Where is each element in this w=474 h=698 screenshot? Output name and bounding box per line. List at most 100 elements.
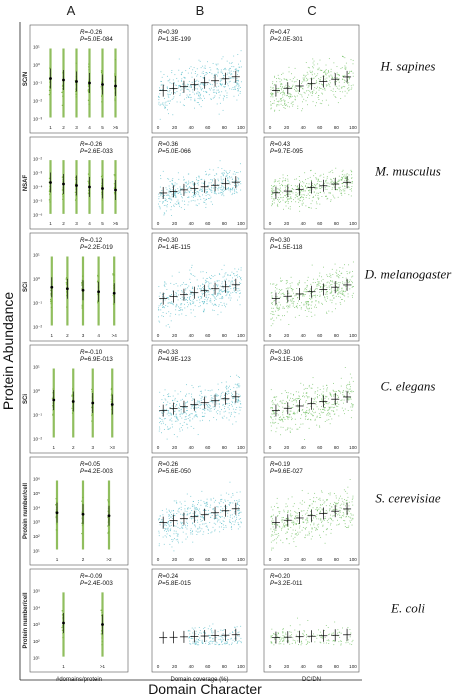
data-point bbox=[287, 85, 289, 87]
data-point bbox=[110, 387, 113, 390]
data-point bbox=[290, 184, 292, 186]
data-point bbox=[174, 390, 176, 392]
data-point bbox=[283, 511, 285, 513]
data-point bbox=[164, 106, 166, 108]
data-point bbox=[281, 520, 283, 522]
data-point bbox=[190, 187, 192, 188]
data-point bbox=[272, 87, 274, 89]
data-point bbox=[222, 404, 224, 406]
data-point bbox=[333, 515, 335, 517]
data-point bbox=[202, 419, 204, 421]
data-point bbox=[238, 393, 240, 395]
data-point bbox=[229, 295, 231, 297]
data-point bbox=[195, 177, 197, 179]
data-point bbox=[208, 94, 210, 96]
data-point bbox=[187, 85, 188, 87]
data-point bbox=[308, 197, 310, 199]
data-point bbox=[281, 86, 283, 88]
data-point bbox=[291, 88, 293, 89]
data-point bbox=[284, 107, 286, 109]
data-point bbox=[351, 174, 352, 176]
data-point bbox=[216, 75, 218, 77]
data-point bbox=[199, 85, 201, 87]
data-point bbox=[195, 189, 197, 190]
data-point bbox=[286, 87, 287, 89]
data-point bbox=[339, 511, 341, 513]
data-point bbox=[304, 294, 306, 295]
data-point bbox=[284, 104, 286, 106]
data-point bbox=[212, 169, 214, 171]
data-point bbox=[55, 517, 57, 519]
data-point bbox=[314, 501, 316, 503]
data-point bbox=[297, 410, 299, 412]
data-point bbox=[346, 499, 348, 501]
data-point bbox=[270, 92, 272, 94]
data-point bbox=[277, 422, 279, 424]
data-point bbox=[209, 410, 211, 412]
data-point bbox=[199, 285, 201, 287]
data-point bbox=[291, 521, 293, 523]
data-point bbox=[172, 509, 174, 511]
data-point bbox=[285, 283, 287, 285]
data-point bbox=[352, 63, 354, 65]
data-point bbox=[323, 173, 324, 175]
data-point bbox=[302, 194, 304, 196]
data-point bbox=[340, 400, 342, 401]
data-point bbox=[213, 91, 215, 93]
data-point bbox=[187, 536, 188, 538]
data-point bbox=[316, 396, 318, 398]
data-point bbox=[341, 287, 343, 289]
data-point bbox=[174, 84, 176, 86]
data-point bbox=[167, 100, 169, 102]
data-point bbox=[323, 411, 325, 413]
data-point bbox=[346, 180, 348, 182]
data-point bbox=[188, 192, 190, 193]
data-point bbox=[237, 376, 239, 378]
data-point bbox=[233, 516, 235, 518]
data-point bbox=[206, 498, 208, 500]
data-point bbox=[163, 429, 165, 430]
data-point bbox=[271, 401, 273, 403]
data-point bbox=[168, 412, 170, 414]
data-point bbox=[350, 517, 352, 519]
data-point bbox=[225, 295, 227, 297]
data-point bbox=[177, 299, 179, 301]
x-tick-label: 100 bbox=[237, 221, 245, 226]
data-point bbox=[324, 516, 326, 518]
data-point bbox=[236, 407, 238, 408]
data-point bbox=[278, 87, 280, 89]
data-point bbox=[112, 274, 114, 276]
data-point bbox=[194, 411, 196, 412]
data-point bbox=[75, 186, 77, 188]
data-point bbox=[315, 184, 317, 186]
data-point bbox=[180, 513, 182, 515]
data-point bbox=[328, 408, 330, 410]
data-point bbox=[189, 278, 191, 280]
data-point bbox=[303, 80, 305, 82]
data-point bbox=[351, 514, 353, 516]
data-point bbox=[323, 512, 325, 514]
data-point bbox=[187, 173, 189, 175]
data-point bbox=[346, 492, 348, 494]
data-point bbox=[272, 419, 274, 421]
data-point bbox=[230, 292, 232, 294]
data-point bbox=[294, 95, 295, 97]
data-point bbox=[160, 81, 162, 82]
data-point bbox=[209, 420, 210, 422]
data-point bbox=[228, 290, 230, 292]
data-point bbox=[210, 288, 211, 290]
data-point bbox=[114, 73, 116, 75]
data-point bbox=[271, 203, 273, 204]
data-point bbox=[180, 391, 182, 393]
data-point bbox=[344, 413, 345, 415]
data-point bbox=[201, 190, 203, 192]
data-point bbox=[320, 88, 322, 90]
data-point bbox=[188, 196, 190, 198]
data-point bbox=[319, 87, 321, 89]
data-point bbox=[230, 77, 232, 79]
data-point bbox=[236, 77, 238, 79]
data-point bbox=[172, 114, 174, 116]
data-point bbox=[183, 86, 184, 88]
data-point bbox=[220, 509, 222, 511]
